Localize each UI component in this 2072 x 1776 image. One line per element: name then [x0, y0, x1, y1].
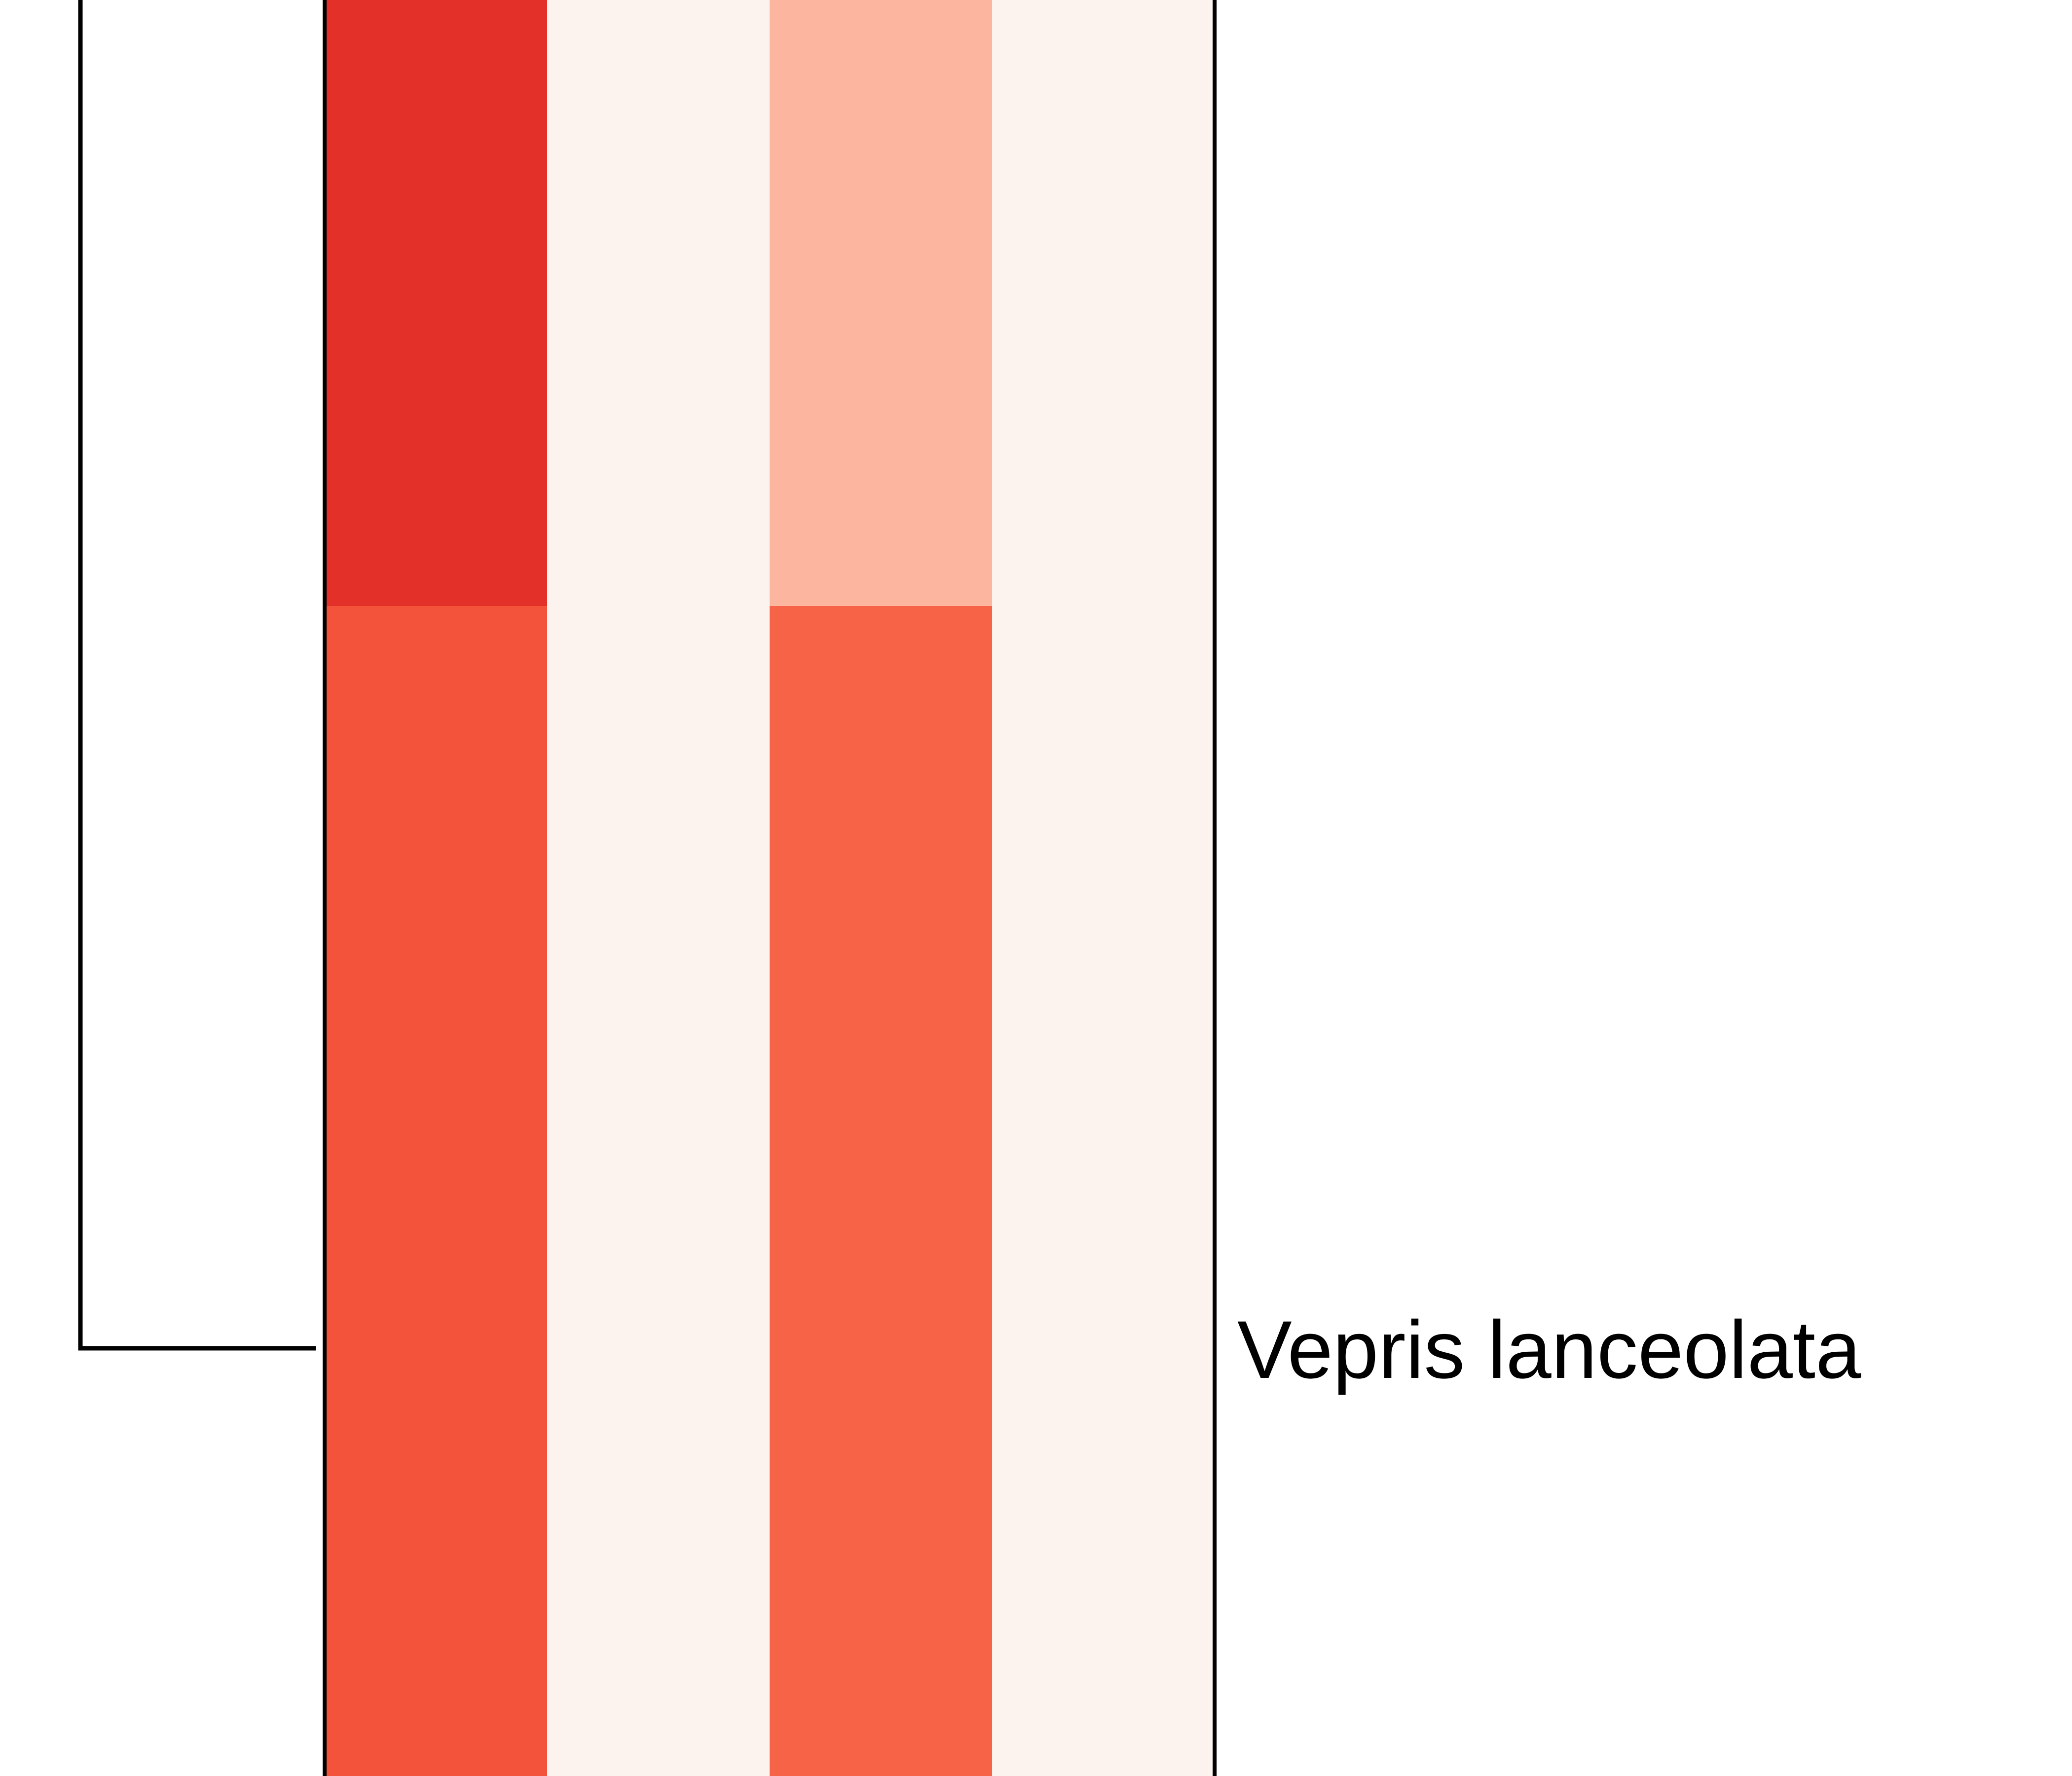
heatmap-cell: [770, 606, 993, 1776]
heatmap-cell: [547, 606, 770, 1776]
dendrogram: [78, 0, 316, 1351]
heatmap-cell: [992, 0, 1215, 606]
taxon-label: Vepris lanceolata: [1237, 1304, 1861, 1396]
heatmap-cell: [770, 0, 993, 606]
row-labels: Vepris lanceolata: [1237, 1304, 1861, 1396]
heatmap-frame: [323, 0, 1217, 1776]
heatmap-cells: [325, 0, 1215, 1776]
heatmap-cell: [325, 0, 548, 606]
heatmap-cell: [325, 606, 548, 1776]
heatmap-cell: [547, 0, 770, 606]
heatmap-cell: [992, 606, 1215, 1776]
